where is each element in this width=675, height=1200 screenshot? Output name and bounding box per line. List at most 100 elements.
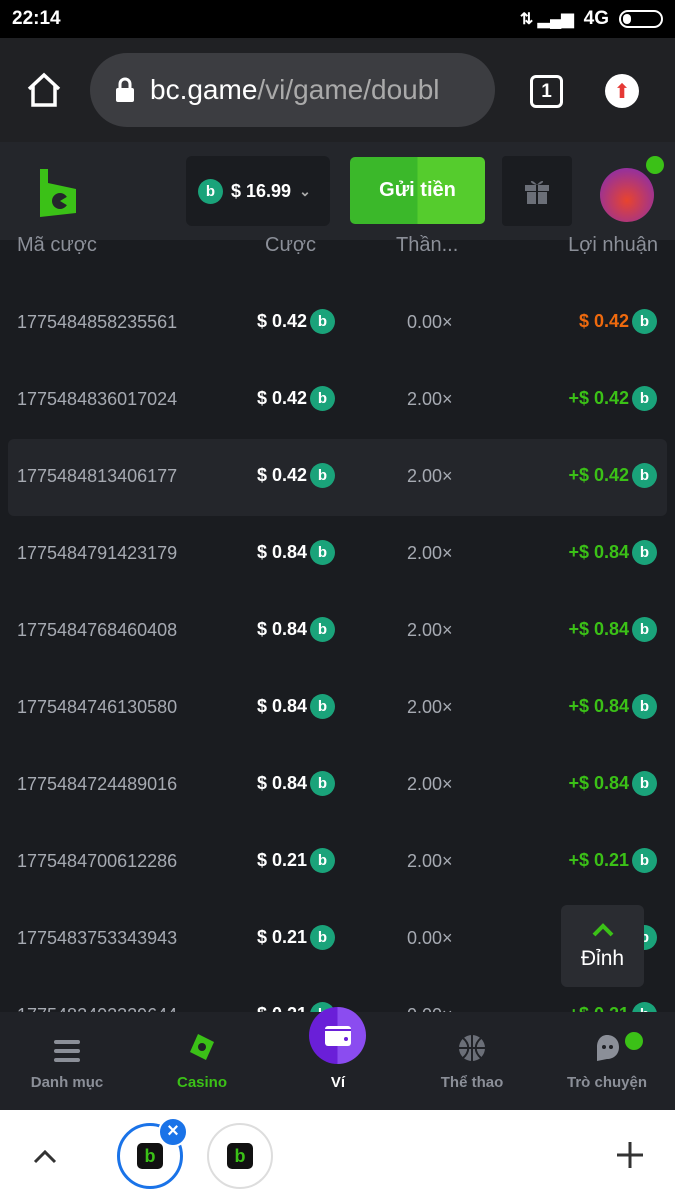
table-row[interactable]: 1775484700612286 $ 0.21 b 2.00× +$ 0.21 b [8, 824, 667, 901]
bc-coin-icon: b [310, 540, 335, 565]
bc-coin-icon: b [310, 1002, 335, 1012]
bet-amount: $ 0.84 b [223, 540, 335, 565]
bet-amount: $ 0.21b [223, 1002, 335, 1012]
profit: +$ 0.84 b [568, 771, 657, 796]
profit-value: +$ 0.84 [568, 619, 629, 639]
profit: +$ 0.42 b [568, 386, 657, 411]
bet-id: 1775484858235561 [17, 312, 178, 332]
close-tab-icon[interactable]: × [158, 1117, 188, 1147]
table-row[interactable]: 1775484746130580 $ 0.84 b 2.00× +$ 0.84 b [8, 670, 667, 747]
bc-coin-icon: b [310, 848, 335, 873]
scroll-top-label: Đỉnh [580, 947, 625, 970]
bet-id: 1775484813406177 [17, 466, 178, 486]
sports-icon [459, 1035, 485, 1061]
casino-icon [190, 1034, 214, 1060]
bc-coin-icon: b [310, 309, 335, 334]
nav-casino[interactable]: Casino [137, 1012, 267, 1110]
bc-coin-icon: b [632, 1002, 657, 1012]
bc-game-logo[interactable] [36, 167, 80, 219]
bet-value: $ 0.21 [257, 1004, 307, 1012]
scroll-top-button[interactable]: Đỉnh [561, 905, 644, 987]
bet-value: $ 0.21 [256, 850, 307, 870]
profit: +$ 0.84 b [568, 694, 657, 719]
table-row[interactable]: 1775484836017024 $ 0.42 b 2.00× +$ 0.42 b [8, 362, 667, 439]
table-row[interactable]: 1775484858235561 $ 0.42 b 0.00× $ 0.42 b [8, 285, 667, 362]
lock-icon [116, 77, 134, 102]
chevron-down-icon: ⌄ [299, 182, 311, 199]
bet-id: 1775484724489016 [17, 774, 178, 794]
profit-value: +$ 0.84 [568, 542, 629, 562]
table-row[interactable]: 1775484768460408 $ 0.84 b 2.00× +$ 0.84 b [8, 593, 667, 670]
balance-selector[interactable]: b $ 16.99 ⌄ [186, 156, 330, 226]
bc-coin-icon: b [632, 617, 657, 642]
multiplier: 2.00× [407, 774, 453, 794]
tab-thumbnail-active[interactable]: b [117, 1123, 183, 1189]
bet-value: $ 0.42 [256, 465, 307, 485]
tab-switcher-button[interactable]: 1 [530, 75, 563, 108]
table-row[interactable]: 1775484791423179 $ 0.84 b 2.00× +$ 0.84 b [8, 516, 667, 593]
browser-tab-bar: b × b [0, 1110, 675, 1200]
bet-id: 1775484836017024 [17, 389, 178, 409]
bc-coin-icon: b [198, 178, 223, 204]
bet-id: 1775482402329644 [17, 1005, 197, 1012]
multiplier: 2.00× [407, 851, 453, 871]
bc-coin-icon: b [632, 540, 657, 565]
nav-label: Casino [176, 1074, 227, 1091]
bet-amount: $ 0.42 b [223, 463, 335, 488]
nav-wallet[interactable]: Ví [273, 1012, 403, 1110]
profit-value: +$ 0.21 [568, 850, 629, 870]
nav-menu[interactable]: Danh mục [2, 1012, 132, 1110]
chevron-up-icon[interactable] [33, 1148, 57, 1164]
battery-icon [619, 10, 663, 28]
network-type: 4G [583, 8, 609, 29]
gift-icon [525, 180, 549, 204]
nav-label: Thể thao [440, 1074, 504, 1091]
table-row[interactable]: 1775484813406177 $ 0.42 b 2.00× +$ 0.42 b [8, 439, 667, 516]
bet-amount: $ 0.84 b [223, 617, 335, 642]
bet-value: $ 0.84 [256, 542, 307, 562]
bet-value: $ 0.21 [256, 927, 307, 947]
update-icon[interactable]: ⬆ [605, 74, 639, 108]
profit: $ 0.42 b [579, 309, 657, 334]
bc-coin-icon: b [310, 694, 335, 719]
bet-id: 1775484746130580 [17, 697, 178, 717]
menu-icon [54, 1040, 80, 1062]
avatar[interactable] [600, 168, 654, 222]
bc-coin-icon: b [310, 463, 335, 488]
bc-coin-icon: b [632, 309, 657, 334]
new-tab-icon[interactable] [615, 1140, 645, 1170]
table-row[interactable]: 1775484724489016 $ 0.84 b 2.00× +$ 0.84 b [8, 747, 667, 824]
nav-label: Trò chuyện [566, 1074, 648, 1091]
profit-value: +$ 0.84 [568, 773, 629, 793]
deposit-button[interactable]: Gửi tiền [350, 157, 485, 224]
bet-value: $ 0.84 [256, 619, 307, 639]
status-bar: 22:14 ⇅ ▂▄▆ 4G [0, 0, 675, 38]
multiplier: 2.00× [407, 389, 453, 409]
nav-sports[interactable]: Thể thao [407, 1012, 537, 1110]
table-row[interactable]: 1775482402329644 $ 0.21b 0.00× +$ 0.21b [8, 978, 667, 1012]
url-bar[interactable]: bc.game/vi/game/doubl [90, 53, 495, 127]
bc-coin-icon: b [632, 463, 657, 488]
nav-chat[interactable]: Trò chuyện [542, 1012, 672, 1110]
multiplier: 2.00× [407, 543, 453, 563]
nav-label: Ví [330, 1074, 346, 1091]
bet-amount: $ 0.84 b [223, 771, 335, 796]
bc-coin-icon: b [310, 386, 335, 411]
profit: +$ 0.21b [568, 1002, 657, 1012]
signal-icon: ⇅ ▂▄▆ [519, 11, 574, 28]
tab-thumbnail[interactable]: b [207, 1123, 273, 1189]
col-multiplier: Thần... [396, 234, 459, 256]
multiplier: 2.00× [407, 466, 453, 486]
home-icon[interactable] [26, 72, 62, 108]
multiplier: 2.00× [407, 697, 453, 717]
profit-value: +$ 0.21 [568, 1004, 629, 1012]
wallet-button[interactable] [309, 1007, 366, 1064]
col-profit: Lợi nhuận [568, 234, 658, 256]
wallet-icon [324, 1025, 351, 1046]
app-header: b $ 16.99 ⌄ Gửi tiền [0, 142, 675, 240]
profit: +$ 0.42 b [568, 463, 657, 488]
bc-coin-icon: b [632, 694, 657, 719]
gift-button[interactable] [502, 156, 572, 226]
